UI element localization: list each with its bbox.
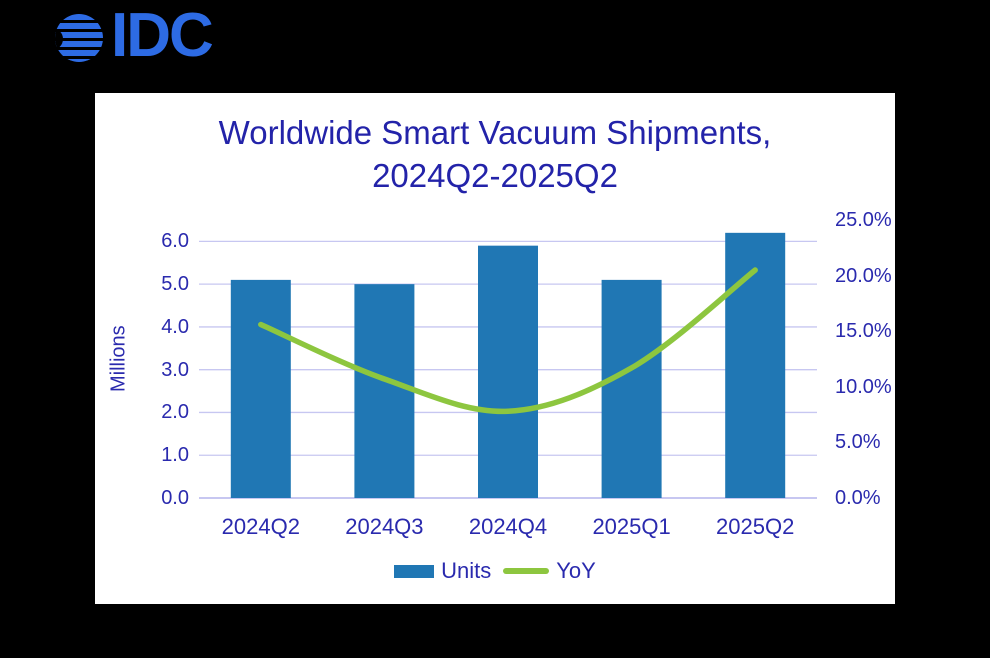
- chart-title-line2: 2024Q2-2025Q2: [372, 157, 618, 194]
- idc-globe-icon: [55, 14, 103, 62]
- legend-item-units: Units: [394, 558, 491, 584]
- bar-units-2025Q2: [725, 232, 786, 499]
- x-axis-tick: 2025Q1: [592, 514, 671, 539]
- y-axis-tick-right: 20.0%: [835, 264, 892, 287]
- y-axis-tick-left: 2.0: [161, 401, 189, 424]
- legend-label-units: Units: [441, 558, 492, 583]
- x-axis-tick: 2024Q4: [468, 514, 548, 539]
- chart-title-line1: Worldwide Smart Vacuum Shipments,: [218, 114, 772, 151]
- chart-title: Worldwide Smart Vacuum Shipments, 2024Q2…: [95, 111, 895, 197]
- idc-logo-text: IDC: [111, 1, 214, 70]
- legend-item-yoy: YoY: [503, 558, 596, 584]
- y-axis-tick-left: 3.0: [161, 358, 189, 381]
- y-axis-tick-left: 1.0: [161, 444, 189, 467]
- y-axis-tick-left: 6.0: [161, 230, 189, 253]
- y-axis-tick-right: 10.0%: [835, 375, 892, 398]
- y-axis-tick-right: 0.0%: [835, 487, 881, 509]
- x-axis-tick: 2024Q3: [345, 514, 424, 539]
- yoy-line-icon: [503, 568, 550, 574]
- y-axis-tick-left: 5.0: [161, 273, 189, 296]
- idc-logo: IDC: [55, 1, 214, 70]
- y-axis-tick-right: 5.0%: [835, 431, 881, 454]
- x-axis-tick: 2024Q2: [221, 514, 300, 539]
- y-axis-tick-left: 4.0: [161, 315, 189, 338]
- plot-area: [199, 232, 817, 499]
- chart-panel: Worldwide Smart Vacuum Shipments, 2024Q2…: [95, 93, 895, 604]
- bar-units-2024Q4: [478, 245, 538, 498]
- bar-units-2024Q3: [354, 284, 415, 498]
- legend-label-yoy: YoY: [556, 558, 596, 583]
- y-axis-tick-right: 25.0%: [835, 209, 892, 231]
- units-swatch-icon: [394, 564, 435, 578]
- y-axis-tick-left: 0.0: [161, 487, 189, 509]
- bar-units-2025Q1: [601, 279, 662, 498]
- y-axis-tick-right: 15.0%: [835, 320, 892, 343]
- bar-units-2024Q2: [230, 279, 291, 498]
- legend: Units YoY: [95, 557, 895, 585]
- x-axis-tick: 2025Q2: [716, 514, 795, 539]
- yoy-line: [258, 267, 758, 415]
